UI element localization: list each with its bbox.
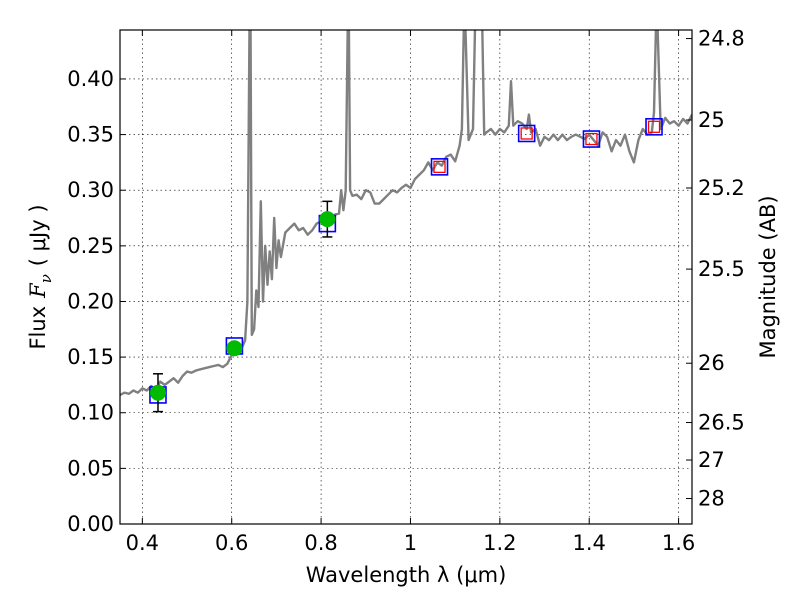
y-tick-label: 0.05 [67,456,114,480]
y2-tick-label: 26.5 [698,411,745,435]
y2-tick-label: 26 [698,351,725,375]
y-tick-label: 0.40 [67,67,114,91]
x-tick-label: 0.6 [215,531,248,555]
model-photometry-inner-box [585,132,598,146]
x-tick-label: 0.4 [126,531,159,555]
y2-tick-label: 24.8 [698,27,745,51]
model-photometry-box [582,130,601,148]
x-tick-label: 1.4 [573,531,606,555]
y2-tick-label: 25.2 [698,176,745,200]
y-tick-label: 0.00 [67,512,114,536]
x-tick-label: 1 [404,531,417,555]
grid [120,30,692,525]
spectrum-layer [120,30,692,396]
y-tick-label: 0.30 [67,178,114,202]
y-tick-label: 0.20 [67,289,114,313]
photometry-layer [149,117,663,413]
y-axis-label-unit: ( μJy ) [26,204,50,266]
y2-tick-label: 25.5 [698,257,745,281]
y2-tick-label: 25 [698,108,725,132]
model-photometry-inner-box [433,160,446,174]
spectrum-line [120,30,692,396]
y2-axis-label: Magnitude (AB) [756,195,780,358]
y2-tick-label: 27 [698,448,725,472]
y-axis-label-prefix: Flux [26,306,50,350]
observed-point [149,384,166,401]
x-tick-label: 1.6 [662,531,695,555]
x-tick-label: 1.2 [483,531,516,555]
x-tick-label: 0.8 [304,531,337,555]
y-tick-label: 0.10 [67,401,114,425]
observed-point [319,211,336,228]
plot-frame [119,29,693,525]
model-photometry-box [430,158,449,176]
model-photometry-box [517,124,536,143]
y-tick-label: 0.15 [67,345,114,369]
y-tick-label: 0.35 [67,123,114,147]
y-axis-label-subscript: ν [37,274,55,283]
y-axis-label-symbol: F [26,282,50,299]
model-photometry-inner-box [647,120,661,133]
observed-point [226,340,243,357]
y-tick-label: 0.25 [67,234,114,258]
x-axis-label: Wavelength λ (μm) [306,563,507,587]
model-photometry-inner-box [520,127,533,140]
y2-tick-label: 28 [698,487,725,511]
y-axis-label: Flux Fν ( μJy ) [26,204,55,349]
model-photometry-box [645,117,663,136]
ticks: 0.4 0.6 0.8 1 1.2 1.4 1.6 0.00 0.05 0.10 0.15 0.20 0… [67,27,745,555]
